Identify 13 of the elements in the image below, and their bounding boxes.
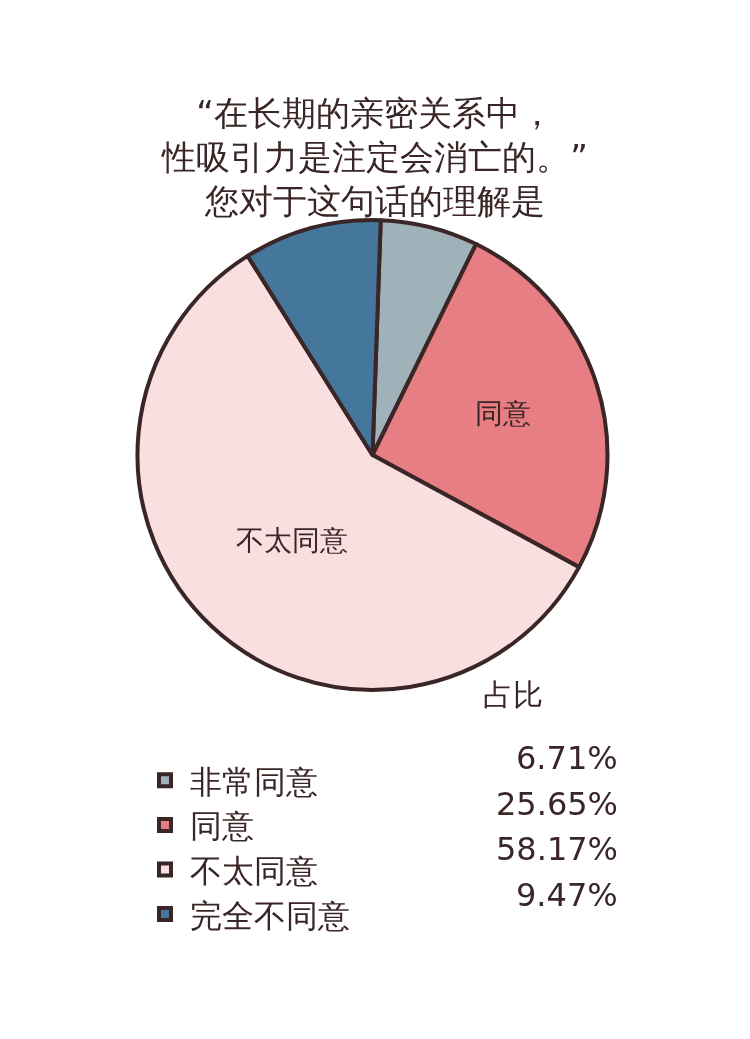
data-label: 6.71%	[516, 739, 618, 777]
slice-label: 不太同意	[236, 524, 349, 558]
legend-label: 完全不同意	[190, 896, 350, 935]
text: 占比	[483, 677, 543, 712]
legend-label: 同意	[190, 807, 254, 846]
legend-label: 不太同意	[190, 851, 318, 890]
data-label: 9.47%	[516, 876, 618, 914]
legend-label: 非常同意	[190, 762, 318, 801]
data-label: 25.65%	[496, 785, 619, 823]
slice-label: 同意	[474, 397, 531, 431]
chart-title: “在长期的亲密关系中，性吸引力是注定会消亡的。”	[161, 93, 588, 178]
chart-subtitle: 您对于这句话的理解是	[204, 181, 545, 222]
data-label: 58.17%	[496, 830, 619, 868]
